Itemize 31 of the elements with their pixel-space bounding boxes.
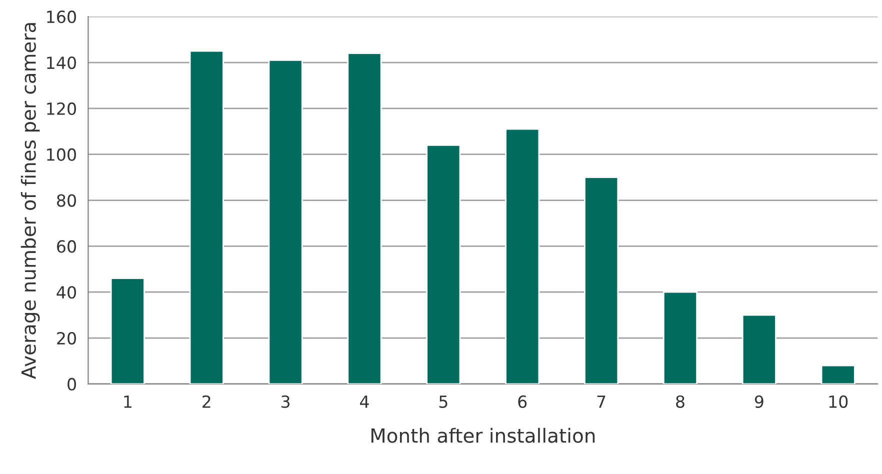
y-tick-label: 60: [57, 240, 76, 253]
x-tick-label: 9: [754, 395, 764, 408]
y-tick-label: 140: [47, 56, 76, 70]
x-tick-label: 2: [202, 395, 210, 408]
y-tick-label: 80: [57, 194, 76, 207]
x-tick-label: 8: [676, 395, 684, 408]
bar: [662, 291, 698, 384]
y-axis-title: Average number of fines per camera: [20, 23, 40, 379]
x-tick-label: 4: [360, 396, 369, 408]
bar: [268, 60, 303, 384]
y-tick-label: 100: [47, 148, 76, 161]
bar: [347, 52, 382, 384]
bar: [505, 128, 540, 384]
x-tick-label: 6: [518, 395, 527, 408]
y-tick-label: 160: [47, 10, 76, 24]
y-tick-label: 20: [57, 332, 76, 345]
x-tick-label: 10: [829, 395, 848, 408]
y-tick-label: 120: [47, 102, 76, 115]
bar: [189, 50, 224, 384]
x-tick-label: 5: [439, 396, 448, 408]
y-tick-label: 0: [68, 378, 76, 391]
y-tick-label: 40: [56, 286, 76, 299]
x-axis-title: Month after installation: [371, 428, 595, 443]
bar: [584, 176, 619, 384]
bar: [110, 278, 145, 384]
x-tick-label: 7: [597, 396, 606, 408]
bar: [426, 144, 461, 384]
bar: [742, 314, 776, 384]
x-tick-label: 3: [282, 395, 290, 408]
x-tick-label: 1: [124, 396, 132, 408]
bar: [820, 364, 856, 384]
